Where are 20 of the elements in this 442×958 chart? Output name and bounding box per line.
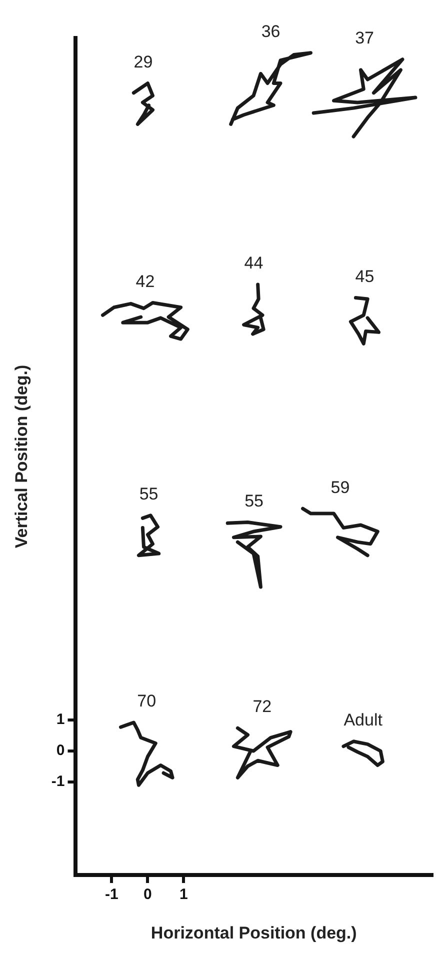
x-tick-label: 0 bbox=[144, 886, 152, 904]
y-tick-label: -1 bbox=[51, 773, 65, 790]
series-label: 45 bbox=[355, 266, 374, 286]
series-label: 42 bbox=[136, 272, 155, 291]
series-label: 36 bbox=[261, 22, 280, 42]
y-tick-label: 1 bbox=[56, 711, 65, 728]
y-axis-title: Vertical Position (deg.) bbox=[12, 364, 31, 548]
series-label: 55 bbox=[244, 491, 264, 510]
series-label: 37 bbox=[355, 28, 374, 48]
series-label: Adult bbox=[344, 710, 383, 730]
series-label: 55 bbox=[139, 484, 158, 504]
y-tick-label: 0 bbox=[56, 742, 65, 760]
series-label: 70 bbox=[137, 692, 156, 711]
x-tick-label: -1 bbox=[105, 886, 118, 904]
series-label: 44 bbox=[244, 254, 264, 273]
x-tick-label: 1 bbox=[180, 886, 188, 904]
series-label: 59 bbox=[330, 478, 350, 497]
series-label: 29 bbox=[134, 52, 153, 72]
x-axis-title: Horizontal Position (deg.) bbox=[150, 923, 357, 942]
series-label: 72 bbox=[252, 697, 272, 716]
